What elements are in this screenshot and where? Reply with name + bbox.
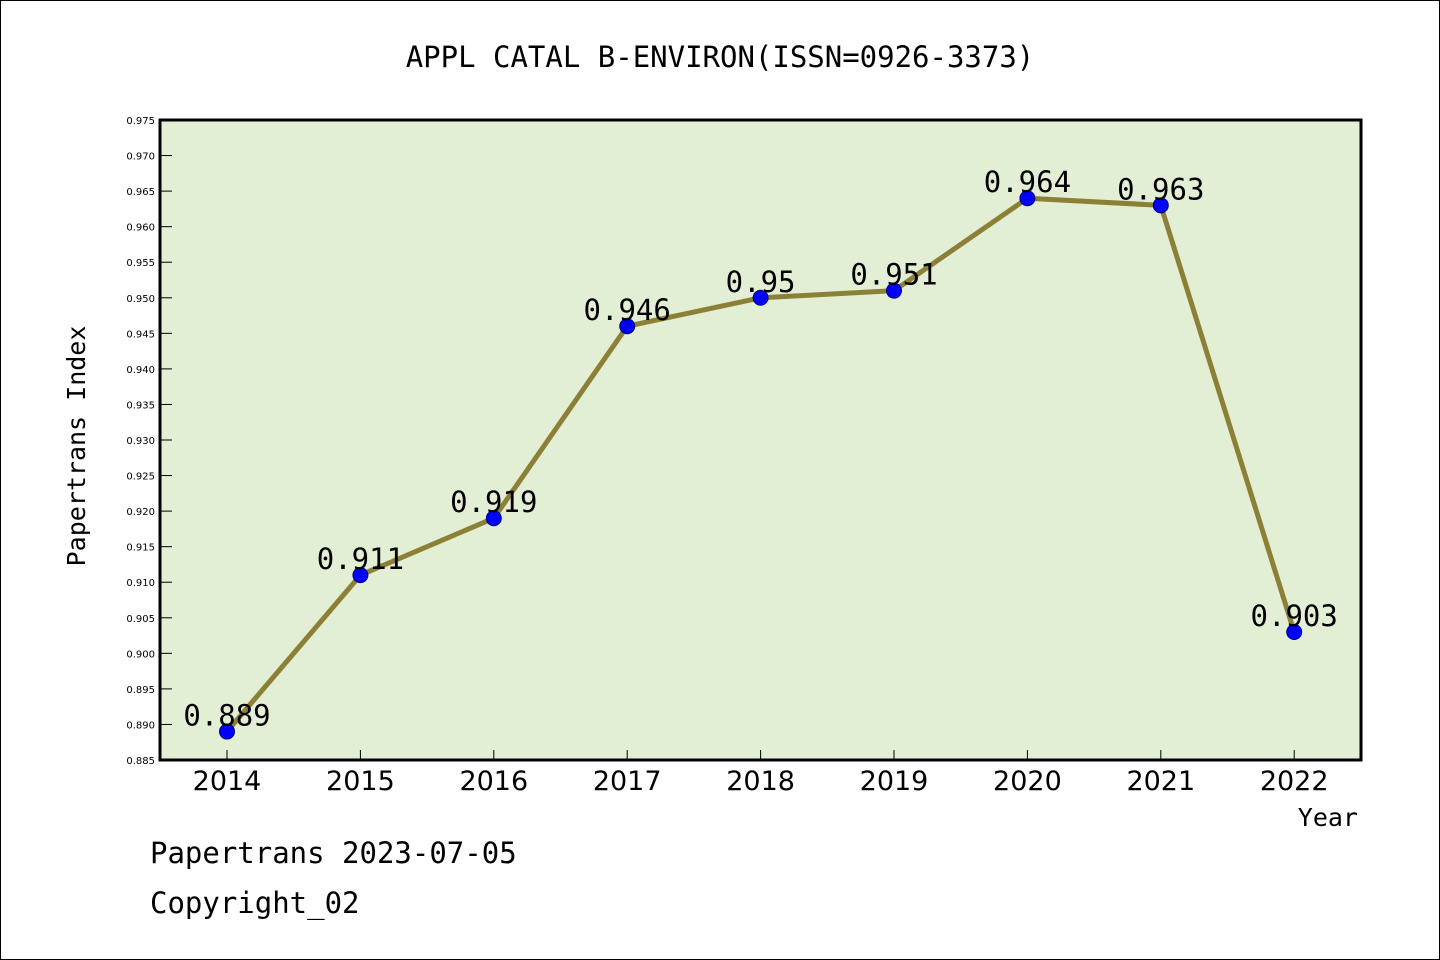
data-point: [1286, 624, 1303, 640]
data-point: [619, 318, 636, 335]
data-label: 0.903: [1251, 599, 1338, 633]
x-tick-label: 2019: [860, 766, 929, 797]
y-tick-label: 0.960: [126, 223, 155, 234]
y-tick-label: 0.930: [126, 436, 155, 447]
x-tick-label: 2021: [1126, 766, 1195, 797]
data-labels: 0.889 0.911 0.919 0.946 0.95 0.951 0.964 0.963 0…: [183, 165, 1338, 732]
y-tick-label: 0.965: [126, 187, 155, 198]
y-axis: 0.885 0.890 0.895 0.900 0.905 0.910 0.915 0.920…: [126, 116, 172, 767]
footer-source: Papertrans 2023-07-05: [150, 836, 517, 870]
chart-title: APPL CATAL B-ENVIRON(ISSN=0926-3373): [406, 40, 1035, 74]
data-point: [485, 510, 502, 527]
y-tick-label: 0.905: [126, 614, 155, 625]
y-tick-label: 0.950: [126, 294, 155, 305]
footer-copyright: Copyright_02: [150, 886, 360, 920]
y-tick-label: 0.885: [126, 756, 155, 767]
y-tick-label: 0.955: [126, 258, 155, 269]
y-tick-label: 0.925: [126, 472, 155, 483]
x-tick-label: 2014: [193, 766, 262, 797]
x-axis: 2014 2015 2016 2017 2018 2019 2020 2021 2022: [193, 750, 1329, 797]
data-point: [219, 723, 235, 740]
data-point: [1152, 197, 1169, 214]
y-tick-label: 0.970: [126, 152, 155, 163]
data-label: 0.946: [584, 293, 671, 327]
series-markers: [219, 190, 1303, 740]
y-tick-label: 0.895: [126, 685, 155, 696]
y-axis-label: Papertrans Index: [62, 326, 91, 567]
x-tick-label: 2017: [593, 766, 662, 797]
plot-area: [160, 120, 1361, 760]
x-tick-label: 2018: [726, 766, 795, 797]
y-tick-label: 0.935: [126, 400, 155, 411]
y-tick-label: 0.920: [126, 507, 155, 518]
data-point: [352, 567, 369, 584]
y-tick-label: 0.910: [126, 578, 155, 589]
data-point: [1019, 190, 1036, 207]
y-tick-label: 0.900: [126, 649, 155, 660]
data-point: [886, 282, 902, 299]
data-label: 0.951: [850, 258, 937, 292]
y-tick-label: 0.975: [126, 116, 155, 127]
y-tick-label: 0.940: [126, 365, 155, 376]
x-axis-label: Year: [1298, 803, 1358, 832]
y-tick-label: 0.915: [126, 543, 155, 554]
data-label: 0.963: [1117, 172, 1204, 206]
data-label: 0.964: [984, 165, 1071, 199]
plot-border: [158, 118, 1363, 762]
x-tick-label: 2015: [326, 766, 395, 797]
data-label: 0.919: [450, 485, 537, 519]
data-label: 0.911: [317, 542, 404, 576]
x-tick-label: 2020: [993, 766, 1062, 797]
data-label: 0.889: [183, 699, 270, 733]
data-point: [752, 289, 769, 306]
x-tick-label: 2016: [459, 766, 528, 797]
y-tick-label: 0.890: [126, 720, 155, 731]
data-label: 0.95: [726, 265, 796, 299]
y-tick-label: 0.945: [126, 329, 155, 340]
x-tick-label: 2022: [1260, 766, 1329, 797]
